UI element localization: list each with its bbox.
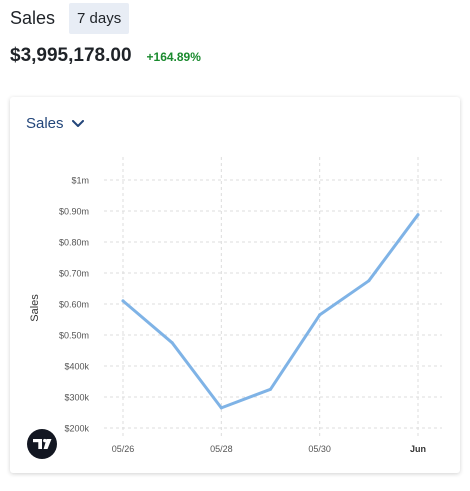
chart-card: Sales $200k $300k $400k $0.50m $0.60m $0.70m $… [10,97,460,473]
data-point [367,279,371,283]
y-tick-label: $0.50m [59,331,89,341]
data-point [416,213,420,217]
y-tick-label: $200k [64,424,89,434]
y-tick-label: $0.70m [59,269,89,279]
chevron-down-icon [71,119,84,127]
x-tick-label: 05/26 [112,444,135,454]
sales-line-chart: $200k $300k $400k $0.50m $0.60m $0.70m $0.80m $… [29,157,442,454]
y-tick-label: $0.60m [59,300,89,310]
data-point [318,313,322,317]
tradingview-logo-icon [27,429,57,459]
sales-change-badge: +164.89% [146,50,201,64]
y-tick-label: $300k [64,393,89,403]
sales-series-line [121,213,420,410]
y-tick-label: $0.80m [59,238,89,248]
page-title: Sales [10,7,56,28]
x-tick-label: Jun [410,444,426,454]
y-tick-label: $400k [64,362,89,372]
y-axis-label: Sales [29,294,41,322]
data-point [170,341,174,345]
date-range-button[interactable]: 7 days [69,2,130,34]
data-point [121,299,125,303]
y-tick-label: $1m [71,176,89,186]
y-tick-label: $0.90m [59,207,89,217]
x-tick-label: 05/30 [308,444,331,454]
data-point [219,406,223,410]
x-tick-label: 05/28 [210,444,233,454]
sales-total: $3,995,178.00 [10,45,132,66]
sales-summary: $3,995,178.00 +164.89% [10,45,201,67]
metric-dropdown[interactable]: Sales [26,115,84,132]
data-point [269,387,272,391]
metric-dropdown-label: Sales [26,115,64,132]
header: Sales 7 days [10,2,130,34]
